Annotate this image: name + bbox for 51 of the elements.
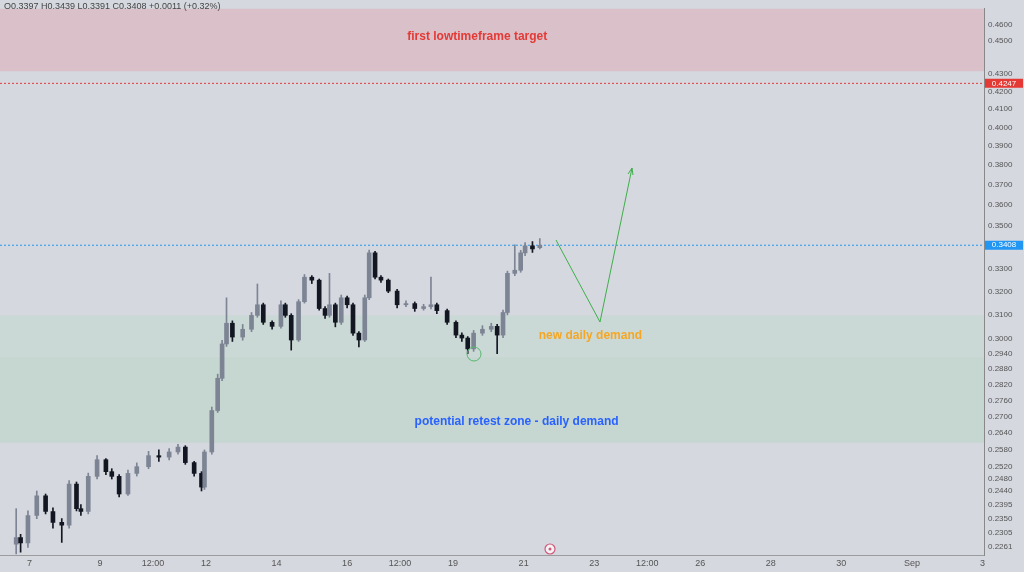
y-tick-label: 0.3800 bbox=[988, 160, 1014, 170]
y-tick-label: 0.2700 bbox=[988, 411, 1014, 421]
band-label: new daily demand bbox=[538, 328, 643, 343]
y-tick-label: 0.2440 bbox=[988, 486, 1014, 496]
y-tick-label: 0.2820 bbox=[988, 379, 1014, 389]
x-tick-label: 12:00 bbox=[388, 558, 412, 569]
band-label: first lowtimeframe target bbox=[407, 29, 548, 44]
y-tick-label: 0.3600 bbox=[988, 200, 1014, 210]
y-tick-label: 0.4100 bbox=[988, 104, 1014, 114]
y-tick-label: 0.2760 bbox=[988, 395, 1014, 405]
y-tick-label: 0.2880 bbox=[988, 364, 1014, 374]
y-tick-label: 0.2395 bbox=[988, 499, 1014, 509]
x-tick-label: 26 bbox=[695, 558, 706, 569]
x-tick-label: Sep bbox=[903, 558, 920, 569]
x-tick-label: 16 bbox=[342, 558, 353, 569]
y-tick-label: 0.2520 bbox=[988, 462, 1014, 472]
y-tick-label: 0.3100 bbox=[988, 310, 1014, 320]
ref-line-label: 0.3408 bbox=[991, 240, 1017, 250]
y-tick-label: 0.4000 bbox=[988, 122, 1014, 132]
x-tick-label: 21 bbox=[518, 558, 529, 569]
y-tick-label: 0.2640 bbox=[988, 428, 1014, 438]
y-tick-label: 0.2940 bbox=[988, 349, 1014, 359]
y-tick-label: 0.3900 bbox=[988, 141, 1014, 151]
y-tick-label: 0.4200 bbox=[988, 86, 1014, 96]
x-tick-label: 30 bbox=[836, 558, 847, 569]
x-tick-label: 28 bbox=[765, 558, 776, 569]
y-tick-label: 0.3700 bbox=[988, 179, 1014, 189]
y-tick-label: 0.2350 bbox=[988, 513, 1014, 523]
y-tick-label: 0.4500 bbox=[988, 35, 1014, 45]
y-tick-label: 0.2305 bbox=[988, 528, 1014, 538]
x-tick-label: 7 bbox=[26, 558, 32, 569]
x-tick-label: 23 bbox=[589, 558, 600, 569]
x-tick-label: 19 bbox=[448, 558, 459, 569]
y-tick-label: 0.4600 bbox=[988, 19, 1014, 29]
y-tick-label: 0.2580 bbox=[988, 445, 1014, 455]
ref-line-label: 0.4247 bbox=[991, 78, 1017, 88]
x-tick-label: 12:00 bbox=[635, 558, 659, 569]
x-tick-label: 14 bbox=[271, 558, 282, 569]
y-tick-label: 0.2480 bbox=[988, 474, 1014, 484]
x-tick-label: 3 bbox=[980, 558, 986, 569]
y-tick-label: 0.3000 bbox=[988, 334, 1014, 344]
y-tick-label: 0.3200 bbox=[988, 286, 1014, 296]
x-tick-label: 12:00 bbox=[141, 558, 165, 569]
y-tick-label: 0.2261 bbox=[988, 542, 1014, 552]
chart-subtitle: O0.3397 H0.3439 L0.3391 C0.3408 +0.0011 (+0.32%) bbox=[4, 1, 221, 11]
x-tick-label: 9 bbox=[97, 558, 103, 569]
y-tick-label: 0.3500 bbox=[988, 220, 1014, 230]
y-tick-label: 0.3300 bbox=[988, 264, 1014, 274]
y-tick-label: 0.4300 bbox=[988, 69, 1014, 79]
band-label: potential retest zone - daily demand bbox=[414, 413, 619, 428]
x-tick-label: 12 bbox=[200, 558, 211, 569]
